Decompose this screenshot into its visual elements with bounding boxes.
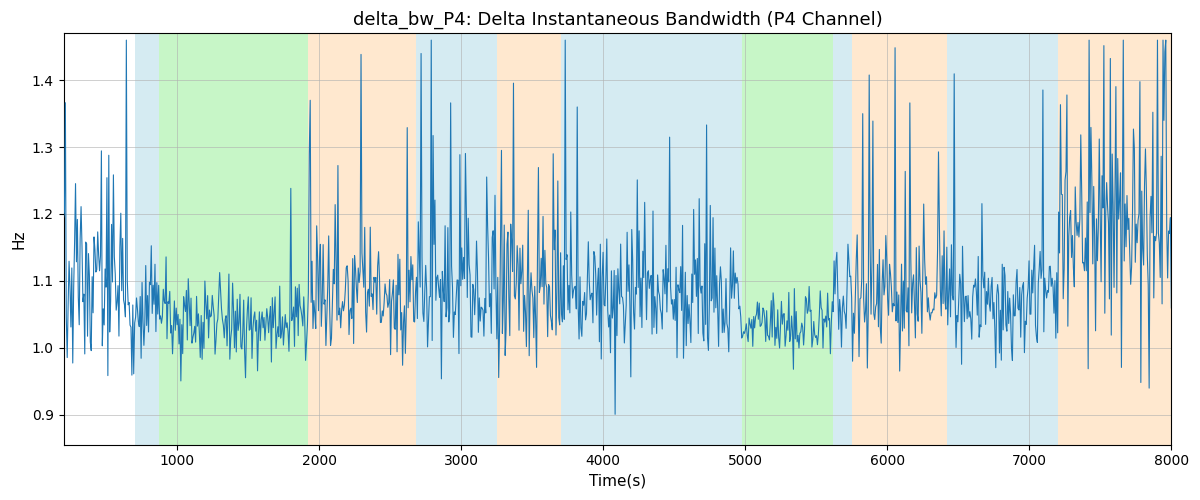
Bar (560, 34, 728, 445)
Bar (158, 34, 308, 445)
Bar (415, 34, 497, 445)
Bar (497, 34, 560, 445)
Bar (833, 34, 852, 445)
Title: delta_bw_P4: Delta Instantaneous Bandwidth (P4 Channel): delta_bw_P4: Delta Instantaneous Bandwid… (353, 11, 882, 30)
Y-axis label: Hz: Hz (11, 230, 26, 249)
Bar (743, 34, 833, 445)
Bar (728, 34, 743, 445)
Bar (852, 34, 947, 445)
X-axis label: Time(s): Time(s) (589, 474, 646, 489)
Bar (308, 34, 415, 445)
Bar (1057, 34, 1171, 445)
Bar (947, 34, 1057, 445)
Bar (134, 34, 158, 445)
